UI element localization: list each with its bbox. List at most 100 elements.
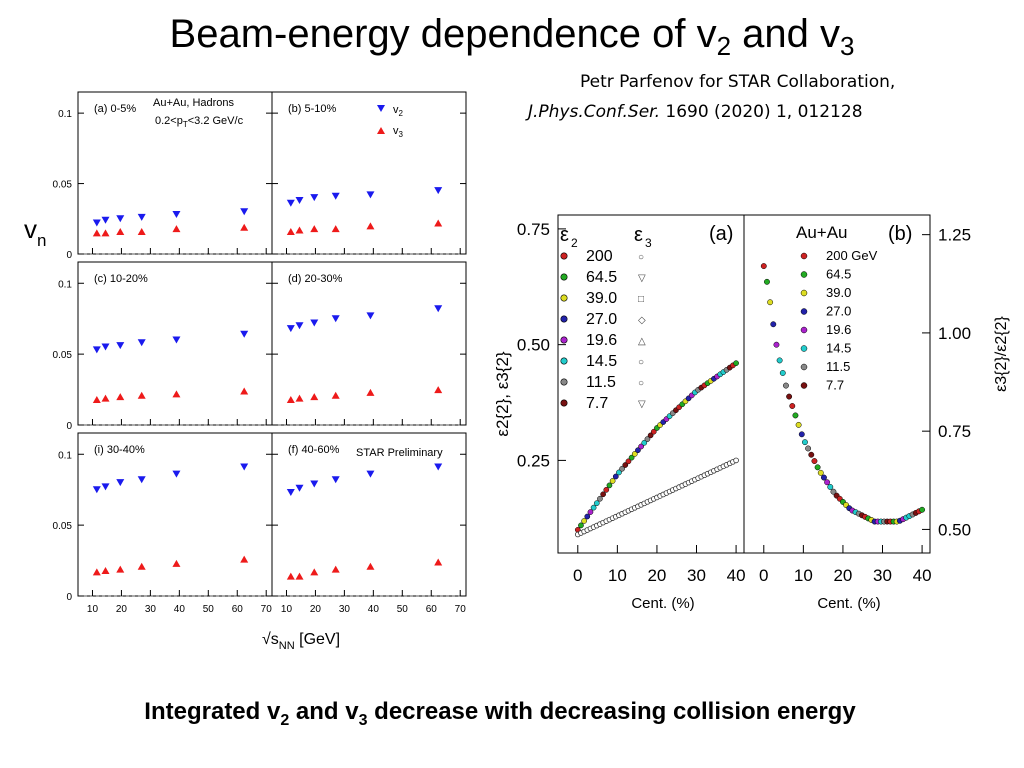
v2-point bbox=[310, 319, 319, 327]
v2-point bbox=[295, 484, 304, 492]
eps2-point bbox=[641, 439, 648, 446]
y-tick-label: 0.05 bbox=[53, 521, 73, 532]
v2-point bbox=[240, 463, 249, 471]
x-tick-label: 40 bbox=[727, 566, 746, 585]
v2-point bbox=[434, 187, 443, 195]
ratio-point bbox=[827, 484, 834, 490]
x-tick-label: 10 bbox=[87, 604, 99, 615]
v3-point bbox=[331, 565, 340, 573]
legend-eps3-marker: □ bbox=[638, 294, 644, 305]
y-tick-label: 0.50 bbox=[517, 336, 550, 355]
ratio-point bbox=[830, 488, 837, 495]
v3-point bbox=[172, 390, 181, 398]
y-tick-label: 0.05 bbox=[53, 350, 73, 361]
x-tick-label: 60 bbox=[232, 604, 244, 615]
ratio-point bbox=[767, 299, 774, 306]
eps2-point bbox=[600, 491, 606, 498]
x-tick-label: 20 bbox=[833, 566, 852, 585]
panel-label: (a) 0-5% bbox=[94, 103, 136, 115]
x-tick-label: 60 bbox=[426, 604, 438, 615]
v2-point bbox=[92, 346, 101, 354]
legend-energy-label: 7.7 bbox=[586, 395, 608, 412]
y-tick-label: 1.00 bbox=[938, 324, 971, 343]
panel-label: (f) 40-60% bbox=[288, 444, 340, 456]
legend-v2-marker bbox=[377, 105, 385, 112]
ratio-point bbox=[798, 431, 805, 438]
eps2-point bbox=[590, 504, 597, 511]
v3-point bbox=[331, 391, 340, 399]
y-tick-label: 0 bbox=[66, 250, 72, 261]
v3-point bbox=[101, 229, 110, 237]
credit-author: Petr Parfenov for STAR Collaboration, bbox=[580, 72, 896, 92]
v2-point bbox=[286, 199, 295, 207]
v3-point bbox=[295, 226, 304, 234]
v3-point bbox=[92, 229, 101, 237]
panel-b-label: (b) bbox=[888, 223, 912, 245]
ratio-point bbox=[795, 421, 802, 428]
legend-eps3-marker: △ bbox=[638, 336, 646, 347]
legend-eps2-marker bbox=[560, 294, 568, 302]
v2-point bbox=[286, 325, 295, 333]
ratio-point bbox=[801, 439, 808, 446]
legend-marker bbox=[800, 308, 808, 315]
y-tick-label: 0.25 bbox=[517, 451, 550, 470]
y-tick-label: 1.25 bbox=[938, 226, 971, 245]
x-axis-label: √sNN [GeV] bbox=[262, 631, 340, 652]
v2-point bbox=[137, 476, 146, 484]
panel-label: (b) 5-10% bbox=[288, 103, 337, 115]
ratio-point bbox=[773, 341, 780, 348]
v2-point bbox=[116, 342, 125, 350]
x-tick-label: 30 bbox=[873, 566, 892, 585]
v2-point bbox=[172, 336, 181, 344]
ratio-point bbox=[782, 382, 789, 389]
panel-3: (d) 20-30% bbox=[271, 261, 467, 426]
legend-energy-label: 14.5 bbox=[586, 353, 617, 370]
v3-point bbox=[101, 566, 110, 574]
y-tick-label: 0 bbox=[66, 592, 72, 603]
legend-energy-label: 14.5 bbox=[826, 341, 851, 356]
legend-marker bbox=[800, 271, 808, 278]
eps2-point bbox=[584, 513, 591, 520]
x-tick-label: 40 bbox=[368, 604, 380, 615]
x-tick-label: 10 bbox=[794, 566, 813, 585]
legend-energy-label: 11.5 bbox=[826, 359, 850, 374]
panel-2: 0 0.05 0.1 (c) 10-20% bbox=[53, 261, 273, 432]
y-axis-label-b: ε3{2}/ε2{2} bbox=[993, 316, 1010, 392]
x-tick-label: 10 bbox=[281, 604, 293, 615]
legend-energy-label: 39.0 bbox=[826, 285, 851, 300]
eps2-point bbox=[581, 518, 587, 524]
legend-marker bbox=[800, 363, 808, 371]
y-tick-label: 0.50 bbox=[938, 520, 971, 539]
legend-eps3-marker: ▽ bbox=[638, 399, 646, 410]
v3-point bbox=[116, 227, 125, 235]
eps2-point bbox=[606, 482, 613, 489]
v2-point bbox=[331, 315, 340, 323]
ratio-point bbox=[814, 464, 821, 471]
legend-energy-label: 19.6 bbox=[586, 332, 617, 349]
v2-point bbox=[366, 312, 375, 320]
panel-4: 0 0.05 0.1 10 20 30 40 50 60 70 (i) 30-40% bbox=[53, 432, 273, 615]
eps2-point bbox=[647, 432, 654, 439]
legend-marker bbox=[800, 382, 808, 389]
legend-eps3-marker: ▽ bbox=[638, 273, 646, 284]
x-tick-label: 0 bbox=[573, 566, 582, 585]
x-tick-label: 0 bbox=[759, 566, 768, 585]
v3-point bbox=[101, 394, 110, 402]
x-tick-label: 30 bbox=[145, 604, 157, 615]
legend-marker bbox=[800, 345, 808, 352]
eps2-point bbox=[587, 509, 594, 515]
credit-reference: J.Phys.Conf.Ser. 1690 (2020) 1, 012128 bbox=[528, 102, 863, 122]
legend-eps2-marker bbox=[560, 252, 568, 260]
v3-point bbox=[137, 227, 146, 235]
v2-point bbox=[172, 470, 181, 478]
eps2-point bbox=[593, 500, 600, 507]
v2-point bbox=[137, 213, 146, 221]
x-tick-label: 20 bbox=[647, 566, 666, 585]
eps3-header-sub: 3 bbox=[645, 236, 652, 250]
panel-b-frame bbox=[743, 214, 931, 554]
v3-point bbox=[116, 393, 125, 401]
ratio-point bbox=[811, 458, 818, 464]
panel-label: (d) 20-30% bbox=[288, 273, 343, 285]
v2-point bbox=[101, 216, 110, 224]
legend-eps2-marker bbox=[560, 378, 568, 386]
